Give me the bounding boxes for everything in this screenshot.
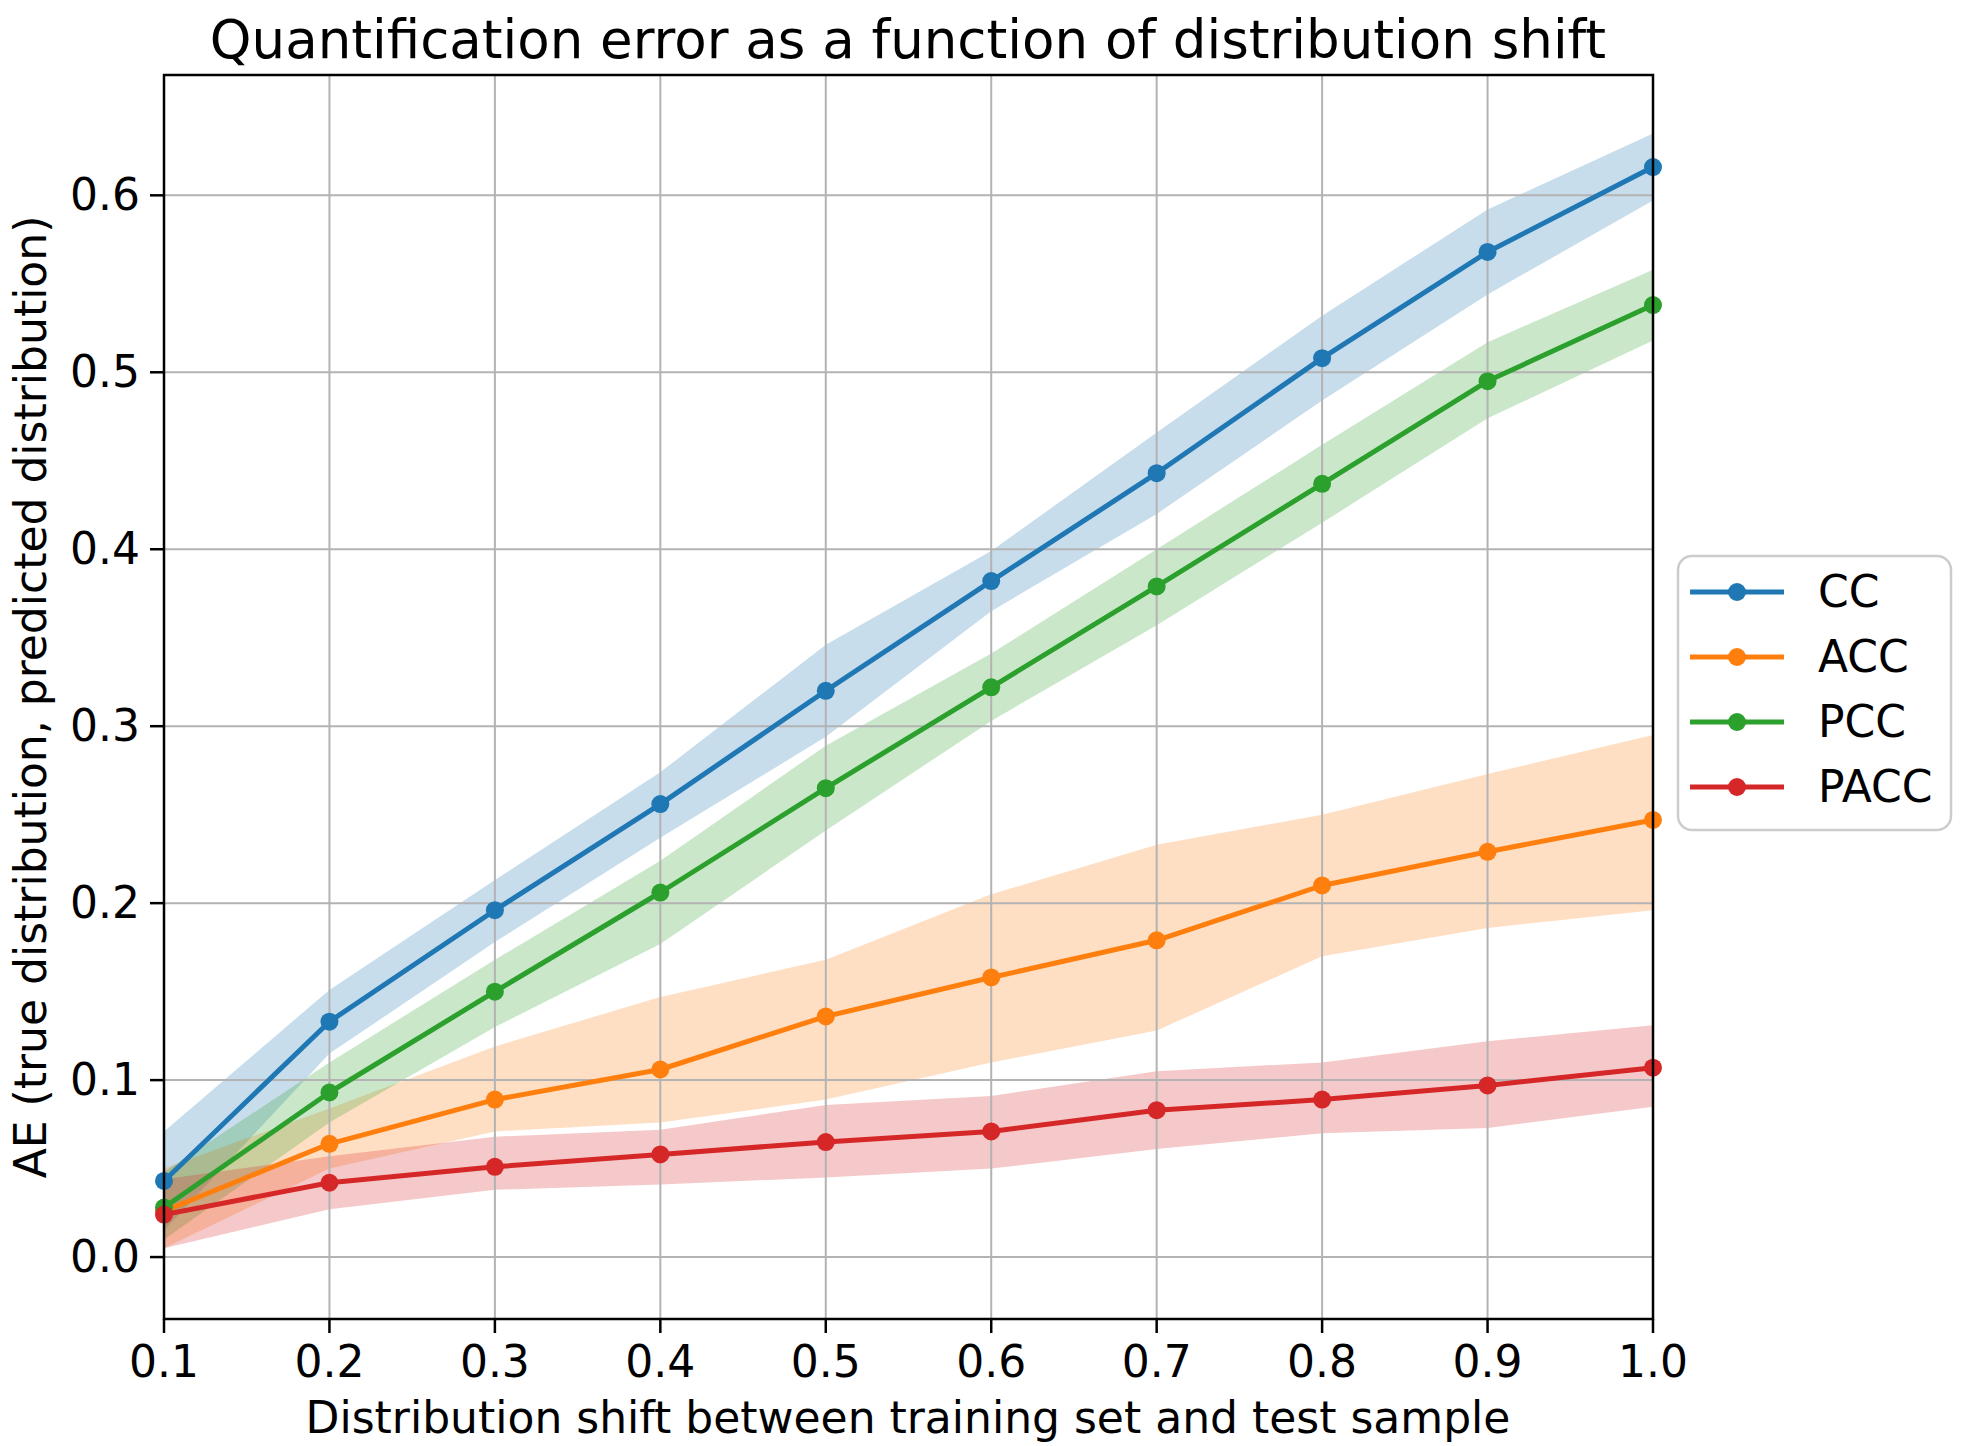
marker-pacc [1148, 1101, 1166, 1119]
legend-marker [1728, 583, 1746, 601]
legend-label: ACC [1818, 631, 1909, 682]
x-tick-label: 0.1 [129, 1336, 199, 1387]
marker-cc [1148, 464, 1166, 482]
marker-pcc [486, 983, 504, 1001]
marker-pacc [1479, 1076, 1497, 1094]
x-tick-label: 1.0 [1618, 1336, 1688, 1387]
y-tick-label: 0.4 [70, 523, 140, 574]
marker-cc [1479, 243, 1497, 261]
y-tick-label: 0.2 [70, 877, 140, 928]
marker-acc [1148, 931, 1166, 949]
marker-cc [486, 901, 504, 919]
marker-pacc [651, 1145, 669, 1163]
marker-cc [651, 795, 669, 813]
marker-pacc [1313, 1091, 1331, 1109]
marker-pcc [651, 884, 669, 902]
quantification-error-chart: 0.1 0.2 0.3 0.4 0.5 0.6 0.7 0.8 0.9 1.0 0.0 0.1 0.2 0… [0, 0, 1969, 1446]
x-axis-label: Distribution shift between training set … [306, 1392, 1511, 1443]
marker-cc [982, 572, 1000, 590]
legend: CC ACC PCC PACC [1678, 556, 1951, 830]
y-tick-label: 0.0 [70, 1231, 140, 1282]
marker-acc [1479, 843, 1497, 861]
x-tick-label: 0.7 [1122, 1336, 1192, 1387]
y-tick-label: 0.6 [70, 169, 140, 220]
marker-pacc [320, 1174, 338, 1192]
marker-pcc [1479, 372, 1497, 390]
x-tick-label: 0.6 [956, 1336, 1026, 1387]
legend-marker [1728, 713, 1746, 731]
x-tick-label: 0.4 [625, 1336, 695, 1387]
marker-cc [1313, 349, 1331, 367]
marker-acc [1313, 876, 1331, 894]
marker-acc [982, 968, 1000, 986]
chart-title: Quantification error as a function of di… [210, 9, 1606, 70]
marker-pcc [320, 1083, 338, 1101]
marker-acc [320, 1135, 338, 1153]
legend-marker [1728, 648, 1746, 666]
marker-pacc [486, 1158, 504, 1176]
marker-cc [320, 1013, 338, 1031]
figure-canvas: 0.1 0.2 0.3 0.4 0.5 0.6 0.7 0.8 0.9 1.0 0.0 0.1 0.2 0… [0, 0, 1969, 1446]
legend-label: PACC [1818, 761, 1933, 812]
x-tick-label: 0.9 [1453, 1336, 1523, 1387]
y-tick-label: 0.3 [70, 700, 140, 751]
marker-pcc [1313, 475, 1331, 493]
marker-pacc [982, 1122, 1000, 1140]
legend-label: CC [1818, 566, 1879, 617]
marker-cc [817, 682, 835, 700]
x-tick-label: 0.5 [791, 1336, 861, 1387]
marker-pcc [1148, 577, 1166, 595]
legend-label: PCC [1818, 696, 1906, 747]
marker-acc [651, 1060, 669, 1078]
marker-pcc [817, 779, 835, 797]
x-tick-label: 0.8 [1287, 1336, 1357, 1387]
marker-acc [486, 1091, 504, 1109]
marker-pcc [982, 678, 1000, 696]
legend-marker [1728, 778, 1746, 796]
y-axis-label: AE (true distribution, predicted distrib… [5, 216, 56, 1179]
x-tick-label: 0.3 [460, 1336, 530, 1387]
marker-pacc [817, 1133, 835, 1151]
x-tick-label: 0.2 [294, 1336, 364, 1387]
marker-acc [817, 1007, 835, 1025]
y-tick-label: 0.1 [70, 1054, 140, 1105]
y-tick-label: 0.5 [70, 346, 140, 397]
